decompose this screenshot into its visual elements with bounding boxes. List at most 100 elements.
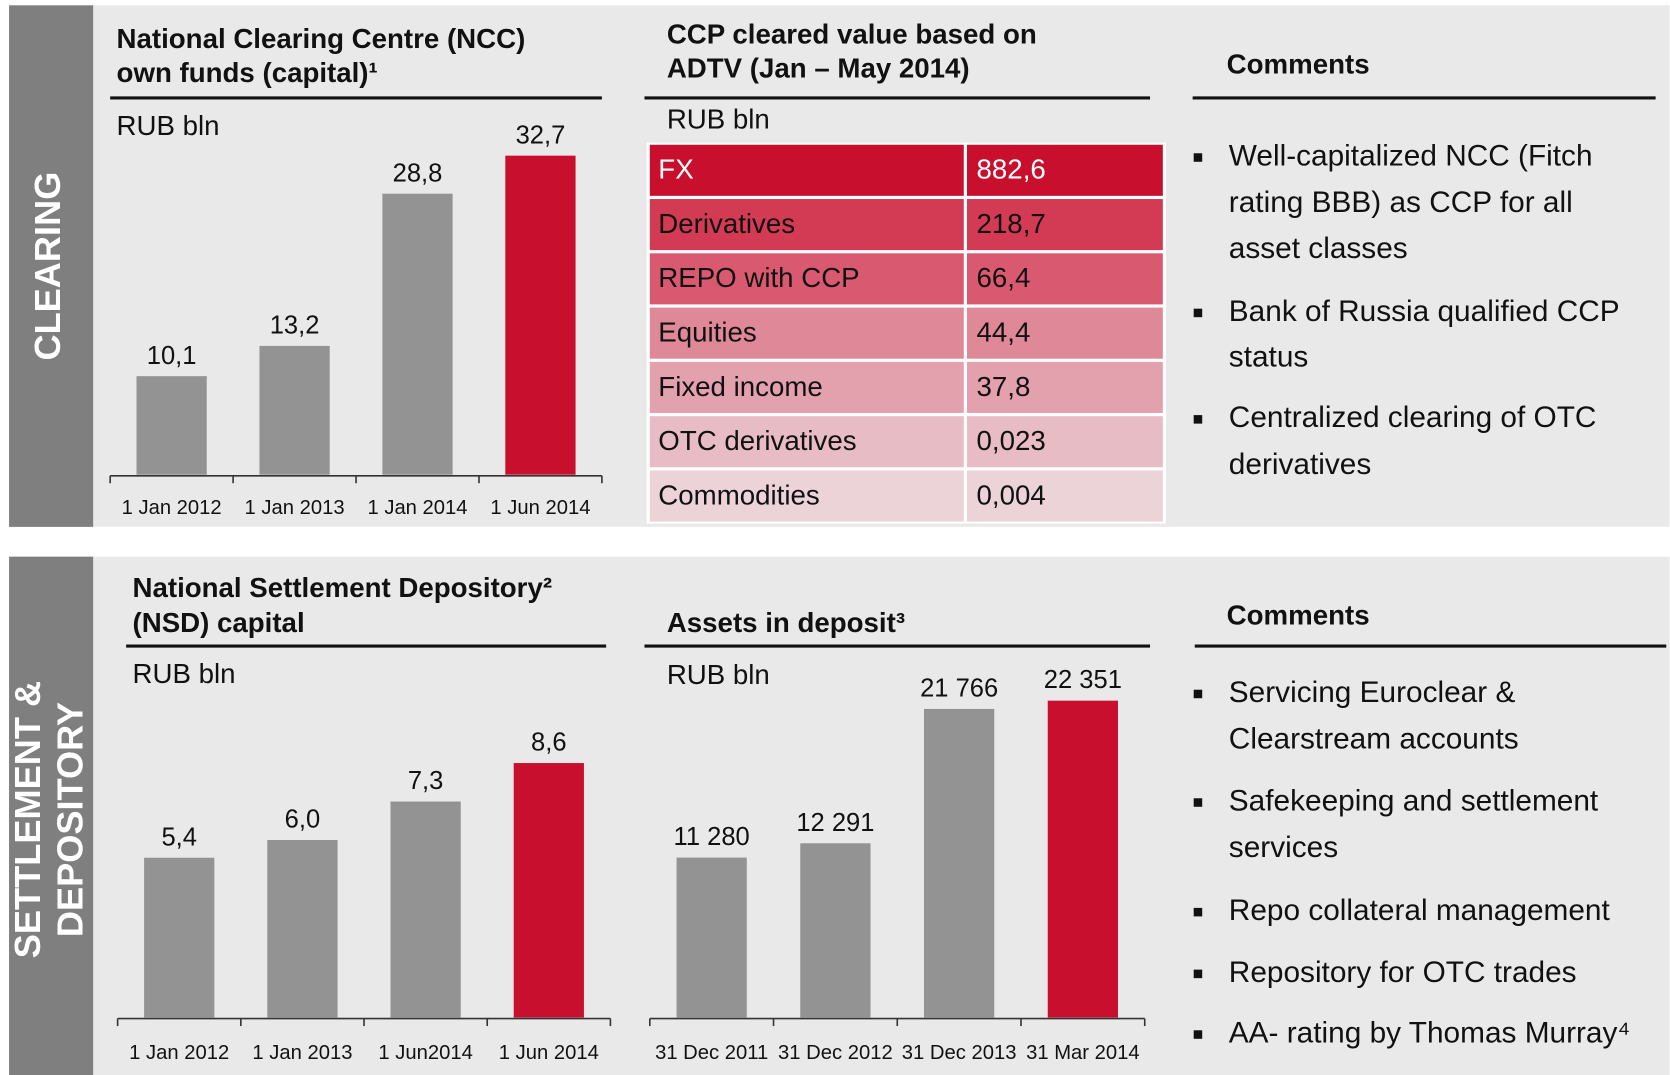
- comment-text: Clearstream accounts: [1229, 723, 1519, 756]
- row-label: Equities: [658, 317, 756, 348]
- unit-label: RUB bln: [117, 110, 220, 141]
- comment-text: Servicing Euroclear &: [1229, 676, 1516, 709]
- row-value: 0,023: [977, 425, 1046, 456]
- row-label: Fixed income: [658, 371, 822, 402]
- x-tick-label: 1 Jun2014: [378, 1042, 472, 1064]
- bullet: [1193, 798, 1203, 807]
- unit-label: RUB bln: [667, 104, 770, 135]
- unit-label: RUB bln: [667, 659, 770, 690]
- bullet: [1193, 689, 1203, 699]
- x-tick-label: 1 Jan 2013: [245, 497, 345, 519]
- bar: [924, 708, 995, 1018]
- chart-title: Assets in deposit³: [667, 607, 905, 638]
- bullet: [1193, 415, 1203, 424]
- comment-text: services: [1229, 831, 1338, 864]
- bar: [259, 345, 330, 475]
- comment-text: rating BBB) as CCP for all: [1229, 186, 1573, 219]
- table-cell: [649, 470, 964, 522]
- section-bar: [9, 556, 94, 1075]
- row-label: Commodities: [658, 479, 819, 510]
- bullet: [1193, 907, 1203, 917]
- unit-label: RUB bln: [133, 658, 236, 689]
- chart-title: (NSD) capital: [133, 607, 305, 638]
- bar: [800, 843, 871, 1018]
- comment-text: Safekeeping and settlement: [1229, 784, 1599, 817]
- comment-text: asset classes: [1229, 232, 1408, 265]
- chart-title: National Settlement Depository²: [133, 572, 553, 603]
- bar: [505, 155, 576, 475]
- comments-title: Comments: [1227, 600, 1370, 631]
- bar: [267, 839, 338, 1018]
- value-label: 22 351: [1044, 666, 1122, 694]
- section-label: CLEARING: [27, 172, 68, 361]
- row-value: 882,6: [977, 154, 1046, 185]
- table-cell: [649, 361, 964, 413]
- table-title: ADTV (Jan – May 2014): [667, 53, 970, 84]
- value-label: 32,7: [516, 121, 566, 149]
- section-label: DEPOSITORY: [49, 702, 90, 937]
- row-label: FX: [658, 154, 693, 185]
- comments-title: Comments: [1227, 48, 1370, 79]
- row-value: 0,004: [977, 479, 1046, 510]
- row-value: 37,8: [977, 371, 1031, 402]
- row-label: Derivatives: [658, 208, 795, 239]
- comment-text: AA- rating by Thomas Murray⁴: [1229, 1016, 1630, 1049]
- bullet: [1193, 1030, 1203, 1039]
- x-tick-label: 1 Jan 2012: [129, 1042, 229, 1064]
- table-cell: [649, 199, 964, 251]
- table-cell: [966, 253, 1163, 305]
- table-title: CCP cleared value based on: [667, 19, 1037, 50]
- comment-text: Well-capitalized NCC (Fitch: [1229, 139, 1593, 172]
- table-cell: [966, 416, 1163, 468]
- x-tick-label: 31 Dec 2011: [655, 1042, 768, 1064]
- chart-title: own funds (capital)¹: [117, 57, 378, 88]
- x-tick-label: 1 Jun 2014: [499, 1042, 599, 1064]
- bar: [1047, 700, 1118, 1018]
- value-label: 28,8: [393, 159, 443, 187]
- x-tick-label: 1 Jan 2012: [122, 497, 222, 519]
- comment-text: status: [1229, 341, 1309, 374]
- comment-text: Bank of Russia qualified CCP: [1229, 295, 1620, 328]
- table-cell: [966, 144, 1163, 196]
- value-label: 7,3: [408, 767, 444, 795]
- chart-title: National Clearing Centre (NCC): [117, 23, 526, 54]
- table-cell: [966, 470, 1163, 522]
- value-label: 10,1: [147, 342, 197, 370]
- comment-text: derivatives: [1229, 448, 1371, 481]
- row-label: REPO with CCP: [658, 262, 859, 293]
- row-value: 44,4: [977, 317, 1031, 348]
- comment-text: Centralized clearing of OTC: [1229, 401, 1597, 434]
- value-label: 6,0: [285, 806, 321, 834]
- bar: [136, 376, 207, 475]
- bullet: [1193, 969, 1203, 979]
- x-tick-label: 31 Dec 2012: [778, 1042, 893, 1064]
- row-value: 218,7: [977, 208, 1046, 239]
- x-tick-label: 1 Jun 2014: [490, 497, 590, 519]
- x-tick-label: 1 Jan 2014: [367, 497, 467, 519]
- value-label: 21 766: [920, 675, 998, 703]
- value-label: 13,2: [270, 312, 320, 340]
- value-label: 12 291: [796, 809, 874, 837]
- bar: [144, 857, 215, 1018]
- table-cell: [649, 307, 964, 359]
- bullet: [1193, 308, 1203, 318]
- x-tick-label: 31 Dec 2013: [902, 1042, 1017, 1064]
- table-cell: [966, 199, 1163, 251]
- bar: [513, 763, 584, 1018]
- table-cell: [649, 416, 964, 468]
- table-cell: [649, 253, 964, 305]
- table-cell: [966, 307, 1163, 359]
- row-label: OTC derivatives: [658, 425, 856, 456]
- bullet: [1193, 153, 1203, 162]
- x-tick-label: 1 Jan 2013: [252, 1042, 352, 1064]
- value-label: 11 280: [674, 823, 750, 851]
- table-cell: [966, 361, 1163, 413]
- bar: [382, 193, 453, 475]
- row-value: 66,4: [977, 262, 1031, 293]
- section-bar: [9, 5, 94, 527]
- bar: [390, 801, 461, 1018]
- section-label: SETTLEMENT &: [7, 681, 48, 958]
- value-label: 5,4: [161, 823, 197, 851]
- x-tick-label: 31 Mar 2014: [1026, 1042, 1140, 1064]
